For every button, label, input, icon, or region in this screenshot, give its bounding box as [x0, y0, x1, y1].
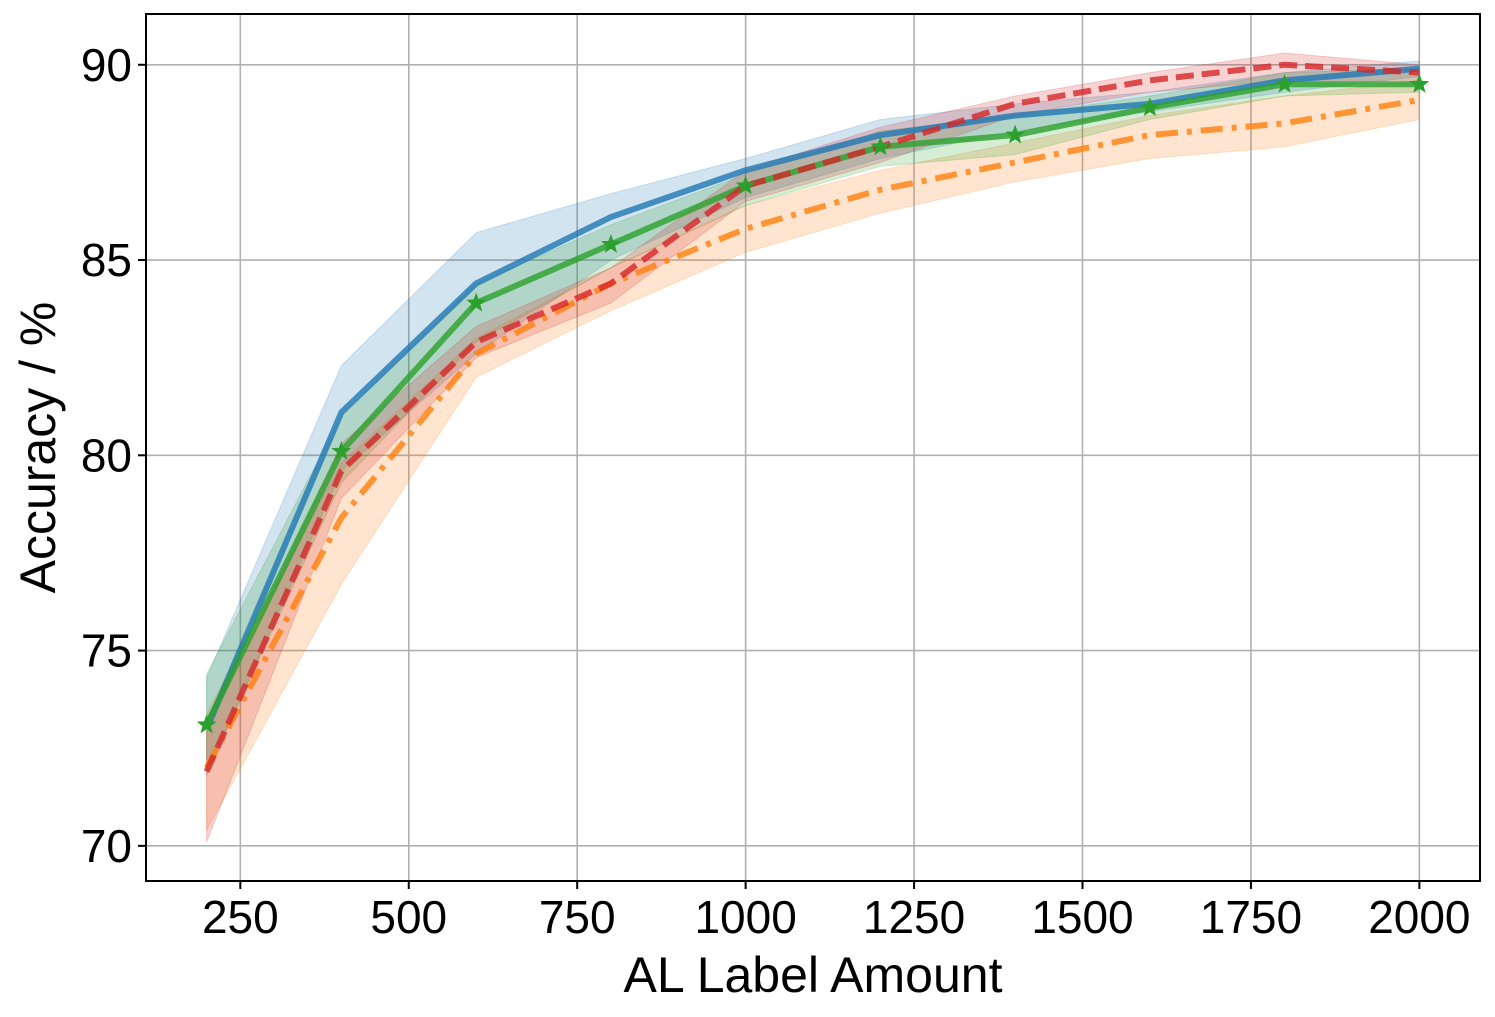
- confidence-band-3: [206, 68, 1420, 772]
- series-3-star-marker: [600, 233, 621, 253]
- x-tick-label: 1250: [863, 891, 965, 943]
- x-tick-label: 2000: [1368, 891, 1470, 943]
- series-3-star-marker: [466, 292, 487, 312]
- x-tick-label: 500: [370, 891, 447, 943]
- series-3-star-marker: [1005, 124, 1026, 144]
- y-tick-label: 70: [81, 820, 132, 872]
- series-3-star-marker: [870, 136, 891, 156]
- series-3-star-marker: [1409, 73, 1430, 93]
- y-tick-label: 90: [81, 39, 132, 91]
- confidence-band-2: [206, 79, 1420, 831]
- x-tick-label: 750: [539, 891, 616, 943]
- series-3-star-marker: [196, 714, 217, 734]
- x-tick-label: 1500: [1031, 891, 1133, 943]
- x-tick-label: 1750: [1200, 891, 1302, 943]
- y-tick-label: 85: [81, 234, 132, 286]
- confidence-band-4: [206, 52, 1420, 843]
- axis-ticks: 250 500 750 1000 1250 1500 1750 2000 70 75 80 85 90: [81, 39, 1471, 943]
- series-line-4: [203, 61, 1420, 773]
- series-3-star-marker: [331, 440, 352, 460]
- x-tick-label: 250: [202, 891, 279, 943]
- series-3-star-marker: [1139, 97, 1160, 117]
- y-tick-label: 75: [81, 625, 132, 677]
- series-3-star-marker: [735, 175, 756, 195]
- x-axis-label: AL Label Amount: [624, 947, 1003, 1003]
- x-tick-label: 1000: [694, 891, 796, 943]
- y-tick-label: 80: [81, 429, 132, 481]
- plot-frame: [145, 13, 1481, 882]
- series-markers: [196, 73, 1430, 734]
- series-line-2: [203, 96, 1420, 770]
- y-axis-label: Accuracy / %: [10, 302, 66, 594]
- series-lines: [203, 61, 1420, 773]
- grid: [146, 14, 1480, 881]
- confidence-bands: [206, 52, 1420, 843]
- series-line-1: [203, 65, 1420, 730]
- series-3-star-marker: [1274, 73, 1295, 93]
